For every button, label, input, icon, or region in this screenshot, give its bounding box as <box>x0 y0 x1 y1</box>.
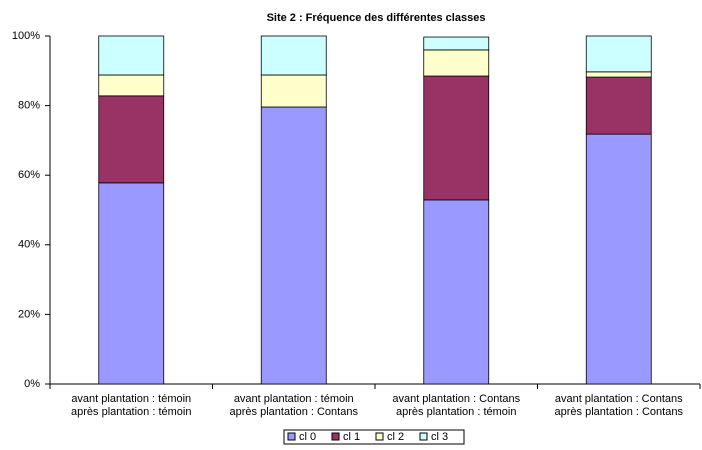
legend-label: cl 1 <box>343 431 360 443</box>
y-tick-label: 40% <box>18 239 40 251</box>
legend-box <box>283 429 465 445</box>
x-tick-label: avant plantation : Contans <box>392 393 520 405</box>
bar-segment <box>585 133 652 385</box>
legend-label: cl 2 <box>387 431 404 443</box>
bar-segment <box>260 74 327 108</box>
bar-segment <box>260 106 327 385</box>
bar-segment <box>260 35 327 76</box>
chart-title: Site 2 : Fréquence des différentes class… <box>267 12 486 24</box>
legend-swatch <box>331 432 340 441</box>
y-tick-label: 80% <box>18 100 40 112</box>
bar-segment <box>423 75 490 201</box>
x-tick-label: après plantation : Contans <box>555 406 684 418</box>
bar-segment <box>423 36 490 51</box>
bar-segment <box>423 49 490 77</box>
bar-segment <box>585 71 652 78</box>
bar-segment <box>585 35 652 73</box>
x-tick-label: après plantation : Contans <box>230 406 359 418</box>
bar-segment <box>98 35 165 76</box>
y-tick-label: 100% <box>12 30 40 42</box>
y-tick-label: 20% <box>18 308 40 320</box>
legend-swatch <box>419 432 428 441</box>
x-tick-label: avant plantation : témoin <box>234 393 354 405</box>
x-tick-label: avant plantation : Contans <box>555 393 683 405</box>
bar-segment <box>98 95 165 184</box>
bar-segment <box>585 76 652 135</box>
bar-segment <box>98 182 165 385</box>
bar-segment <box>423 199 490 385</box>
x-tick-label: avant plantation : témoin <box>71 393 191 405</box>
legend-label: cl 0 <box>299 431 316 443</box>
legend-swatch <box>375 432 384 441</box>
bar-segment <box>98 74 165 97</box>
x-tick-label: après plantation : témoin <box>396 406 516 418</box>
x-tick-label: après plantation : témoin <box>71 406 191 418</box>
legend-swatch <box>287 432 296 441</box>
y-tick-label: 0% <box>24 378 40 390</box>
legend-label: cl 3 <box>431 431 448 443</box>
y-tick-label: 60% <box>18 169 40 181</box>
